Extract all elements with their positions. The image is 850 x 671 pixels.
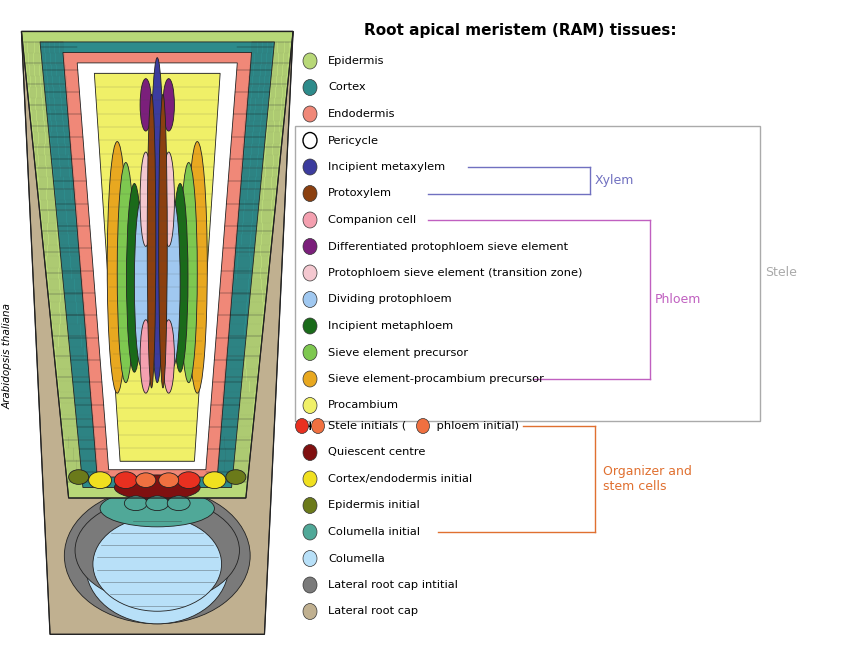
Ellipse shape [178,472,200,488]
Ellipse shape [159,95,167,388]
Text: Companion cell: Companion cell [328,215,416,225]
Ellipse shape [140,79,151,131]
Ellipse shape [150,58,164,382]
Ellipse shape [226,470,246,484]
Ellipse shape [303,238,317,254]
Ellipse shape [163,320,174,393]
Ellipse shape [303,212,317,228]
Bar [295,125,760,421]
Text: Incipient metaxylem: Incipient metaxylem [328,162,445,172]
Text: Pericycle: Pericycle [328,136,379,146]
Ellipse shape [303,291,317,307]
Ellipse shape [146,496,168,511]
Ellipse shape [303,344,317,360]
Ellipse shape [416,419,429,433]
Ellipse shape [173,183,188,372]
Text: Xylem: Xylem [595,174,634,187]
Ellipse shape [65,488,250,624]
Ellipse shape [147,95,156,388]
Ellipse shape [303,79,317,95]
Polygon shape [77,63,237,470]
Ellipse shape [159,473,178,488]
Text: Sieve element precursor: Sieve element precursor [328,348,468,358]
Text: Lateral root cap intitial: Lateral root cap intitial [328,580,458,590]
Ellipse shape [303,577,317,593]
Ellipse shape [303,159,317,175]
Ellipse shape [166,199,180,367]
Text: Phloem: Phloem [655,293,701,306]
Polygon shape [21,32,293,498]
Text: Columella: Columella [328,554,385,564]
Text: Arabidopsis thaliana: Arabidopsis thaliana [3,303,12,409]
Text: Sieve element-procambium precursor: Sieve element-procambium precursor [328,374,544,384]
Ellipse shape [69,470,88,484]
Ellipse shape [296,419,309,433]
Ellipse shape [124,496,147,511]
Text: Differentiated protophloem sieve element: Differentiated protophloem sieve element [328,242,568,252]
Ellipse shape [127,183,142,372]
Ellipse shape [88,472,111,488]
Ellipse shape [107,142,127,393]
Text: Root apical meristem (RAM) tissues:: Root apical meristem (RAM) tissues: [364,23,677,38]
Text: Cortex/endodermis initial: Cortex/endodermis initial [328,474,472,484]
Polygon shape [40,42,275,488]
Text: Lateral root cap: Lateral root cap [328,607,418,617]
Text: Stele: Stele [765,266,796,280]
Text: Epidermis initial: Epidermis initial [328,501,420,511]
Ellipse shape [303,471,317,487]
Text: Dividing protophloem: Dividing protophloem [328,295,451,305]
Ellipse shape [134,199,149,367]
Polygon shape [63,52,252,477]
Ellipse shape [311,419,325,433]
Polygon shape [21,32,293,634]
Text: Protophloem sieve element (transition zone): Protophloem sieve element (transition zo… [328,268,582,278]
Text: Procambium: Procambium [328,401,399,411]
Ellipse shape [303,185,317,201]
Ellipse shape [303,318,317,334]
Ellipse shape [86,509,229,624]
Ellipse shape [163,79,174,131]
Text: Epidermis: Epidermis [328,56,384,66]
Text: Quiescent centre: Quiescent centre [328,448,425,458]
Ellipse shape [303,371,317,387]
Ellipse shape [303,524,317,540]
Text: Stele initials (: Stele initials ( [328,421,406,431]
Ellipse shape [115,472,137,488]
Ellipse shape [303,53,317,69]
Text: +: + [304,419,315,433]
Ellipse shape [136,473,156,488]
Ellipse shape [303,550,317,566]
Ellipse shape [303,444,317,460]
Polygon shape [94,73,220,462]
Text: Endodermis: Endodermis [328,109,395,119]
Ellipse shape [303,397,317,413]
Ellipse shape [140,152,151,246]
Text: Incipient metaphloem: Incipient metaphloem [328,321,453,331]
Text: Organizer and
stem cells: Organizer and stem cells [603,465,692,493]
Ellipse shape [203,472,226,488]
Text: Cortex: Cortex [328,83,366,93]
Ellipse shape [75,498,240,603]
Ellipse shape [167,496,190,511]
Ellipse shape [93,517,222,611]
Ellipse shape [180,162,197,382]
Ellipse shape [303,132,317,148]
Text: Protoxylem: Protoxylem [328,189,392,199]
Text: phloem initial): phloem initial) [433,421,519,431]
Ellipse shape [100,490,214,527]
Ellipse shape [163,152,174,246]
Ellipse shape [303,603,317,619]
Ellipse shape [140,320,151,393]
Ellipse shape [115,475,200,500]
Ellipse shape [303,106,317,122]
Ellipse shape [303,497,317,513]
Text: Columella initial: Columella initial [328,527,420,537]
Ellipse shape [117,162,134,382]
Ellipse shape [303,265,317,281]
Ellipse shape [187,142,207,393]
